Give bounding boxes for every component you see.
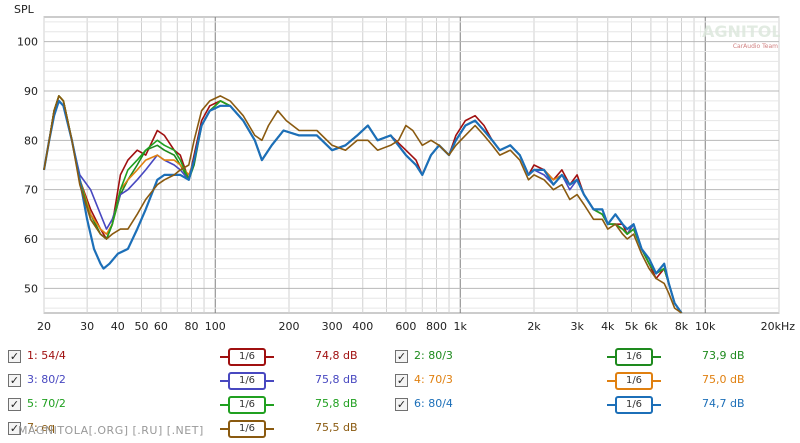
x-tick-label: 80 (185, 320, 199, 330)
legend-checkbox[interactable]: ✓ (8, 350, 21, 363)
legend-level-value: 74,8 dB (315, 349, 358, 362)
y-tick-label: 50 (24, 282, 38, 295)
legend-level-value: 75,0 dB (702, 373, 745, 386)
y-tick-label: 100 (17, 36, 38, 49)
x-tick-label: 200 (279, 320, 300, 330)
watermark-text: MAGNITOLA[.ORG] [.RU] [.NET] (18, 424, 204, 437)
x-tick-label: 10k (695, 320, 716, 330)
x-tick-label: 3k (570, 320, 584, 330)
legend-level-value: 75,8 dB (315, 397, 358, 410)
y-tick-label: 60 (24, 233, 38, 246)
legend-series-name: 4: 70/3 (414, 373, 453, 386)
legend-checkbox[interactable]: ✓ (395, 398, 408, 411)
series-line-7 (43, 95, 682, 314)
legend-level-value: 74,7 dB (702, 397, 745, 410)
legend-checkbox[interactable]: ✓ (395, 350, 408, 363)
legend-level-value: 75,5 dB (315, 421, 358, 434)
legend-checkbox[interactable]: ✓ (8, 374, 21, 387)
legend-smoothing-button[interactable]: 1/6 (615, 372, 653, 390)
x-tick-label: 50 (134, 320, 148, 330)
x-tick-label: 2k (527, 320, 541, 330)
legend-smoothing-button[interactable]: 1/6 (228, 348, 266, 366)
x-tick-label: 20kHz (761, 320, 796, 330)
x-tick-label: 8k (675, 320, 689, 330)
x-tick-label: 6k (644, 320, 658, 330)
brand-logo: MAGNITOLA CarAudio Team (686, 20, 794, 50)
legend-series-name: 5: 70/2 (27, 397, 66, 410)
legend-series-name: 2: 80/3 (414, 349, 453, 362)
x-tick-label: 40 (111, 320, 125, 330)
legend-series-name: 1: 54/4 (27, 349, 66, 362)
legend-smoothing-button[interactable]: 1/6 (228, 372, 266, 390)
series-line-6 (42, 99, 683, 314)
x-tick-label: 400 (352, 320, 373, 330)
legend-checkbox[interactable]: ✓ (8, 422, 21, 435)
legend-checkbox[interactable]: ✓ (8, 398, 21, 411)
x-tick-label: 5k (625, 320, 639, 330)
x-tick-label: 1k (454, 320, 468, 330)
y-tick-label: 80 (24, 134, 38, 147)
x-tick-label: 300 (322, 320, 343, 330)
x-tick-label: 30 (80, 320, 94, 330)
x-tick-label: 60 (154, 320, 168, 330)
x-tick-label: 600 (395, 320, 416, 330)
frequency-response-chart: 50 60 70 80 90 100 20 30 40 50 60 80 100 200 300 400 600… (14, 3, 795, 330)
axes: 50 60 70 80 90 100 20 30 40 50 60 80 100 200 300 400 600… (17, 36, 795, 330)
logo-subtext: CarAudio Team (733, 43, 778, 50)
legend-series-name: 3: 80/2 (27, 373, 66, 386)
legend-smoothing-button[interactable]: 1/6 (228, 396, 266, 414)
legend-smoothing-button[interactable]: 1/6 (615, 396, 653, 414)
y-tick-label: 90 (24, 85, 38, 98)
x-tick-label: 20 (37, 320, 51, 330)
legend-level-value: 75,8 dB (315, 373, 358, 386)
legend-series-name: 6: 80/4 (414, 397, 453, 410)
legend-level-value: 73,9 dB (702, 349, 745, 362)
series-group (42, 95, 683, 314)
y-tick-label: 70 (24, 184, 38, 197)
y-axis-label: SPL (14, 3, 35, 16)
x-tick-label: 100 (205, 320, 226, 330)
x-tick-label: 4k (601, 320, 615, 330)
plot-background (43, 16, 780, 314)
legend-smoothing-button[interactable]: 1/6 (228, 420, 266, 438)
legend-checkbox[interactable]: ✓ (395, 374, 408, 387)
x-tick-label: 800 (426, 320, 447, 330)
legend-smoothing-button[interactable]: 1/6 (615, 348, 653, 366)
logo-text: MAGNITOLA (700, 22, 780, 41)
